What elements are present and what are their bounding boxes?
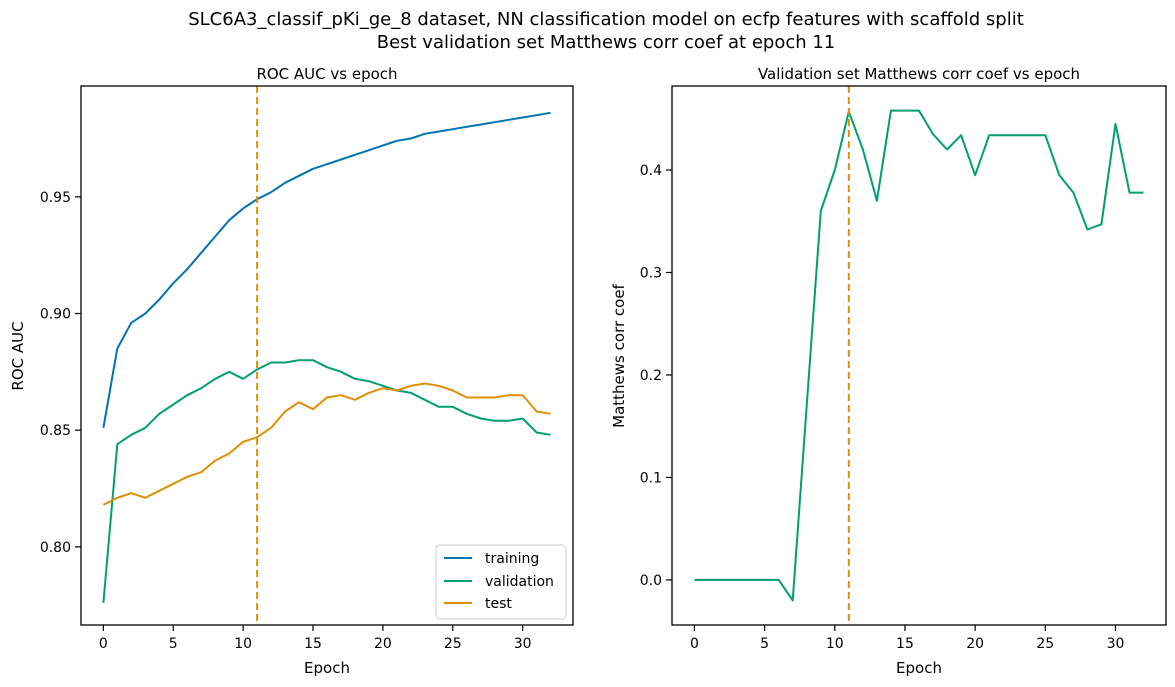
x-tick-label: 15 — [896, 636, 914, 652]
y-axis-label: ROC AUC — [9, 321, 27, 390]
chart-title: Validation set Matthews corr coef vs epo… — [758, 65, 1080, 83]
x-axis-label: Epoch — [896, 659, 942, 677]
series-line-validation — [102, 359, 551, 603]
plot-area: 0 5 10 15 20 25 30 0.0 0.1 0.2 0.3 0.4 — [640, 86, 1144, 652]
legend: training validation test — [435, 544, 567, 620]
series-line-validation — [694, 109, 1144, 602]
matthews-corr-chart: Validation set Matthews corr coef vs epo… — [610, 65, 1167, 677]
x-tick-label: 5 — [169, 636, 178, 652]
legend-label-test: test — [485, 596, 512, 612]
x-axis-label: Epoch — [304, 659, 350, 677]
figure-suptitle-line1: SLC6A3_classif_pKi_ge_8 dataset, NN clas… — [188, 9, 1024, 30]
x-tick-label: 5 — [760, 636, 769, 652]
legend-box — [435, 544, 567, 620]
y-tick-label: 0.1 — [640, 470, 662, 486]
x-tick-label: 10 — [826, 636, 844, 652]
x-tick-label: 0 — [99, 636, 108, 652]
y-tick-label: 0.0 — [640, 573, 662, 589]
x-tick-label: 0 — [690, 636, 699, 652]
y-axis-label: Matthews corr coef — [610, 283, 628, 427]
legend-label-training: training — [485, 551, 539, 567]
plot-area: 0 5 10 15 20 25 30 0.80 0.85 0.90 0.95 — [40, 86, 551, 652]
series-line-training — [102, 111, 551, 428]
axes-frame — [80, 85, 574, 626]
y-tick-label: 0.90 — [40, 307, 71, 323]
x-tick-label: 25 — [444, 636, 462, 652]
x-tick-label: 20 — [374, 636, 392, 652]
y-tick-label: 0.3 — [640, 265, 662, 281]
y-tick-label: 0.85 — [40, 423, 71, 439]
chart-title: ROC AUC vs epoch — [256, 65, 397, 83]
x-tick-label: 10 — [234, 636, 252, 652]
x-tick-label: 25 — [1036, 636, 1054, 652]
y-tick-label: 0.95 — [40, 190, 71, 206]
y-tick-label: 0.80 — [40, 540, 71, 556]
y-tick-label: 0.2 — [640, 368, 662, 384]
roc-auc-chart: ROC AUC vs epoch Epoch ROC AUC 0 5 10 15 20 2… — [9, 65, 574, 677]
legend-label-validation: validation — [485, 574, 554, 590]
x-tick-label: 30 — [1107, 636, 1125, 652]
y-tick-label: 0.4 — [640, 163, 662, 179]
series-line-test — [102, 382, 551, 506]
axes-frame — [671, 85, 1167, 626]
figure-suptitle-line2: Best validation set Matthews corr coef a… — [377, 32, 836, 53]
x-tick-label: 20 — [966, 636, 984, 652]
x-tick-label: 15 — [304, 636, 322, 652]
x-tick-label: 30 — [514, 636, 532, 652]
